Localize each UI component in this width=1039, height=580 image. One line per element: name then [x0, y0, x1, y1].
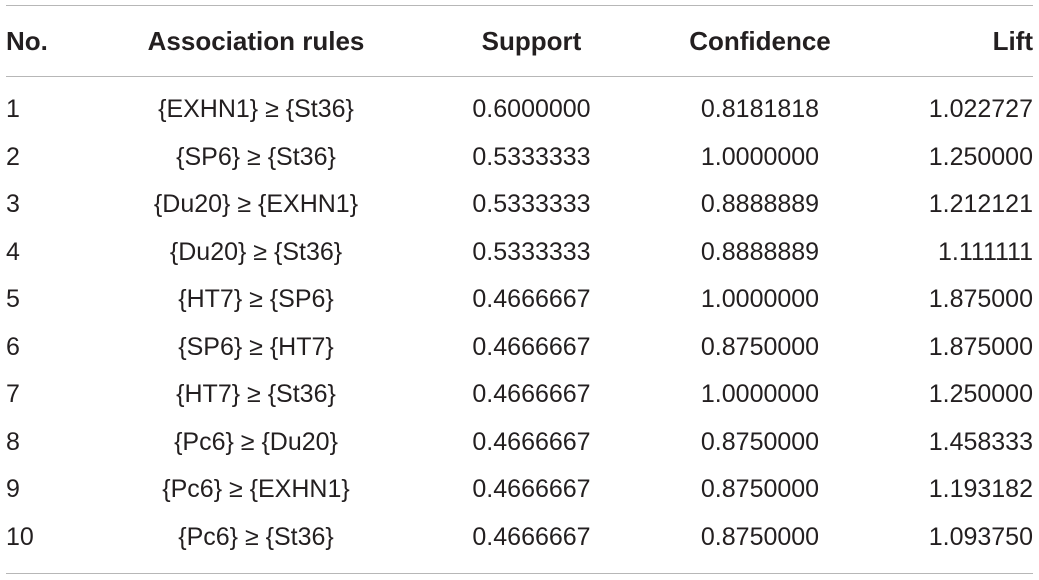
- table-row: 3 {Du20} ≥ {EXHN1} 0.5333333 0.8888889 1.212…: [6, 181, 1033, 229]
- cell-support: 0.4666667: [472, 285, 591, 314]
- cell-no: 2: [6, 142, 20, 171]
- table-row: 7 {HT7} ≥ {St36} 0.4666667 1.0000000 1.25000…: [6, 371, 1033, 419]
- cell-confidence: 0.8750000: [700, 522, 820, 551]
- cell-association-rule: {SP6} ≥ {HT7}: [178, 332, 334, 361]
- cell-no: 10: [6, 522, 34, 551]
- table-row: 4 {Du20} ≥ {St36} 0.5333333 0.8888889 1.1111…: [6, 229, 1033, 277]
- cell-association-rule: {HT7} ≥ {SP6}: [178, 285, 334, 314]
- cell-lift: 1.193182: [928, 475, 1033, 504]
- cell-confidence: 0.8888889: [700, 237, 820, 266]
- cell-support: 0.4666667: [472, 522, 591, 551]
- header-association-rules: Association rules: [147, 25, 365, 56]
- cell-lift: 1.250000: [928, 380, 1033, 409]
- data-table: No. Association rules Support Confidence…: [6, 6, 1033, 561]
- cell-confidence: 0.8750000: [700, 475, 820, 504]
- cell-support: 0.4666667: [472, 380, 591, 409]
- header-row: No. Association rules Support Confidence…: [6, 6, 1033, 76]
- cell-association-rule: {Du20} ≥ {St36}: [169, 237, 343, 266]
- cell-support: 0.4666667: [472, 475, 591, 504]
- cell-association-rule: {EXHN1} ≥ {St36}: [158, 95, 354, 124]
- cell-confidence: 0.8888889: [700, 190, 820, 219]
- cell-association-rule: {Pc6} ≥ {St36}: [178, 522, 334, 551]
- table-row: 2 {SP6} ≥ {St36} 0.5333333 1.0000000 1.25000…: [6, 134, 1033, 182]
- cell-confidence: 1.0000000: [700, 285, 820, 314]
- cell-lift: 1.022727: [928, 95, 1033, 124]
- cell-no: 4: [6, 237, 20, 266]
- table-header: No. Association rules Support Confidence…: [6, 6, 1033, 76]
- table-row: 10 {Pc6} ≥ {St36} 0.4666667 0.8750000 1.0937…: [6, 514, 1033, 562]
- cell-lift: 1.111111: [938, 237, 1033, 266]
- cell-confidence: 0.8181818: [700, 95, 820, 124]
- cell-lift: 1.250000: [928, 142, 1033, 171]
- cell-association-rule: {Pc6} ≥ {Du20}: [174, 427, 338, 456]
- cell-support: 0.4666667: [472, 332, 591, 361]
- header-no: No.: [6, 25, 48, 56]
- cell-association-rule: {Pc6} ≥ {EXHN1}: [162, 475, 350, 504]
- cell-lift: 1.875000: [928, 285, 1033, 314]
- table-row: 5 {HT7} ≥ {SP6} 0.4666667 1.0000000 1.875000: [6, 276, 1033, 324]
- cell-lift: 1.093750: [928, 522, 1033, 551]
- table-body: 1 {EXHN1} ≥ {St36} 0.6000000 0.8181818 1.022…: [6, 76, 1033, 561]
- cell-association-rule: {HT7} ≥ {St36}: [176, 380, 336, 409]
- table-row: 9 {Pc6} ≥ {EXHN1} 0.4666667 0.8750000 1.1931…: [6, 466, 1033, 514]
- bottom-rule: [6, 573, 1033, 574]
- cell-support: 0.4666667: [472, 427, 591, 456]
- table-row: 1 {EXHN1} ≥ {St36} 0.6000000 0.8181818 1.022…: [6, 76, 1033, 134]
- cell-confidence: 0.8750000: [700, 332, 820, 361]
- header-confidence: Confidence: [689, 25, 831, 56]
- cell-confidence: 1.0000000: [700, 380, 820, 409]
- cell-no: 6: [6, 332, 20, 361]
- cell-association-rule: {SP6} ≥ {St36}: [176, 142, 336, 171]
- cell-lift: 1.458333: [928, 427, 1033, 456]
- cell-confidence: 0.8750000: [700, 427, 820, 456]
- cell-no: 3: [6, 190, 20, 219]
- cell-no: 5: [6, 285, 20, 314]
- cell-association-rule: {Du20} ≥ {EXHN1}: [153, 190, 359, 219]
- cell-no: 9: [6, 475, 20, 504]
- cell-no: 8: [6, 427, 20, 456]
- cell-support: 0.6000000: [472, 95, 591, 124]
- cell-no: 7: [6, 380, 20, 409]
- cell-support: 0.5333333: [472, 237, 591, 266]
- cell-lift: 1.212121: [928, 190, 1033, 219]
- cell-support: 0.5333333: [472, 190, 591, 219]
- cell-confidence: 1.0000000: [700, 142, 820, 171]
- header-rule: [6, 76, 1033, 77]
- table-row: 6 {SP6} ≥ {HT7} 0.4666667 0.8750000 1.875000: [6, 324, 1033, 372]
- header-lift: Lift: [992, 25, 1033, 56]
- top-rule: [6, 5, 1033, 6]
- header-support: Support: [481, 25, 582, 56]
- cell-support: 0.5333333: [472, 142, 591, 171]
- cell-lift: 1.875000: [928, 332, 1033, 361]
- cell-no: 1: [6, 95, 20, 124]
- table-row: 8 {Pc6} ≥ {Du20} 0.4666667 0.8750000 1.45833…: [6, 419, 1033, 467]
